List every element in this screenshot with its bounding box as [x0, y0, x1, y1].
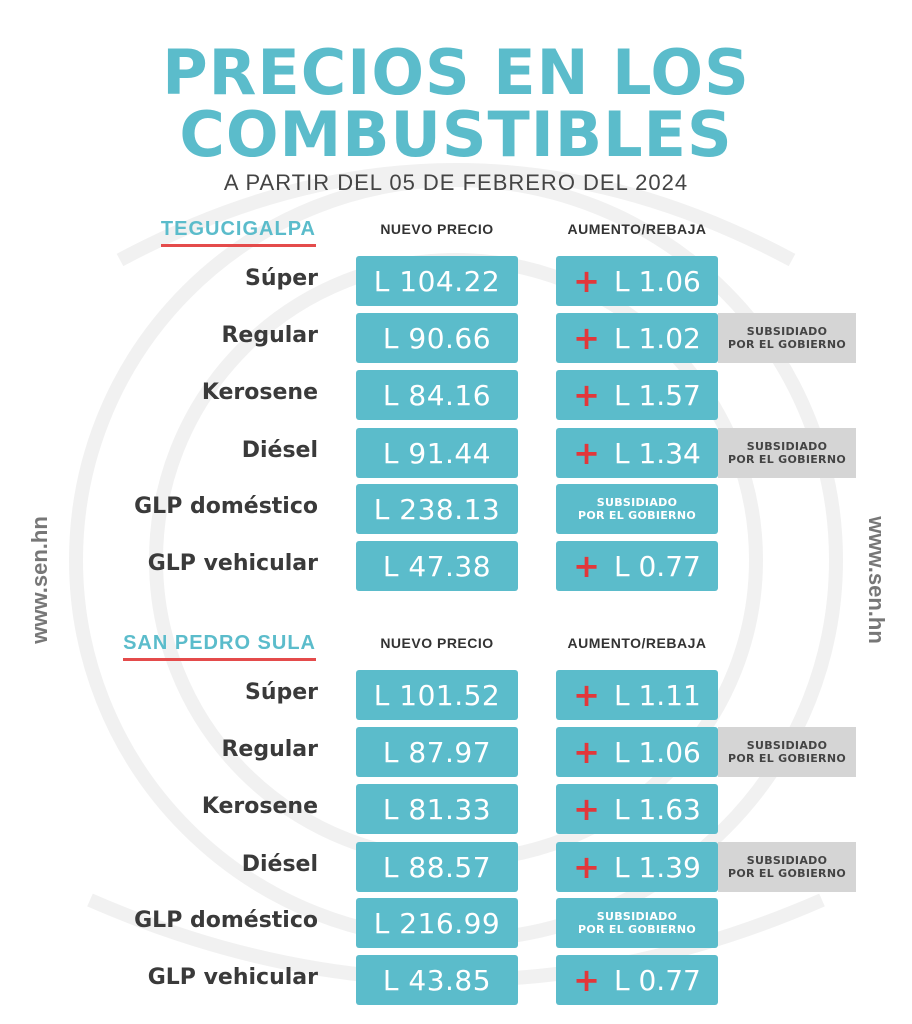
- subsidy-line2: POR EL GOBIERNO: [728, 453, 846, 466]
- fuel-label: Diésel: [241, 852, 318, 877]
- price-row: GLP vehicular L 43.85 + L 0.77: [0, 955, 912, 1005]
- plus-icon: +: [573, 434, 600, 472]
- subsidy-line1: SUBSIDIADO: [746, 854, 828, 867]
- price-change-value: + L 0.77: [556, 541, 718, 591]
- fuel-label: Regular: [221, 737, 318, 762]
- page-title-line1: PRECIOS EN LOS: [162, 36, 750, 109]
- subsidized-badge: SUBSIDIADO POR EL GOBIERNO: [556, 898, 718, 948]
- subsidy-line1: SUBSIDIADO: [746, 440, 828, 453]
- subsidy-line1: SUBSIDIADO: [746, 739, 828, 752]
- section-1: SAN PEDRO SULA NUEVO PRECIO AUMENTO/REBAJA…: [0, 632, 912, 1012]
- price-row: GLP vehicular L 47.38 + L 0.77: [0, 541, 912, 591]
- fuel-label: GLP vehicular: [147, 551, 318, 576]
- column-header-price: NUEVO PRECIO: [380, 221, 494, 237]
- subsidy-note: SUBSIDIADO POR EL GOBIERNO: [718, 313, 856, 363]
- new-price-value: L 43.85: [356, 955, 518, 1005]
- plus-icon: +: [573, 676, 600, 714]
- price-row: Súper L 104.22 + L 1.06: [0, 256, 912, 306]
- price-row: GLP doméstico L 238.13 SUBSIDIADO POR EL GO…: [0, 484, 912, 534]
- change-amount: L 0.77: [613, 549, 701, 583]
- price-row: Regular L 90.66 + L 1.02 SUBSIDIADO POR EL GO…: [0, 313, 912, 363]
- price-row: Kerosene L 81.33 + L 1.63: [0, 784, 912, 834]
- fuel-label: Kerosene: [201, 380, 318, 405]
- plus-icon: +: [573, 790, 600, 828]
- new-price-value: L 91.44: [356, 428, 518, 478]
- new-price-value: L 88.57: [356, 842, 518, 892]
- new-price-value: L 81.33: [356, 784, 518, 834]
- change-amount: L 1.02: [613, 321, 701, 355]
- fuel-label: Súper: [244, 680, 318, 705]
- column-header-price: NUEVO PRECIO: [380, 635, 494, 651]
- fuel-label: GLP doméstico: [134, 908, 318, 933]
- change-amount: L 1.57: [613, 378, 701, 412]
- price-change-value: + L 1.06: [556, 727, 718, 777]
- price-change-value: + L 1.39: [556, 842, 718, 892]
- subsidy-line2: POR EL GOBIERNO: [578, 923, 696, 936]
- fuel-label: Regular: [221, 323, 318, 348]
- change-amount: L 1.06: [613, 735, 701, 769]
- price-change-value: + L 1.34: [556, 428, 718, 478]
- plus-icon: +: [573, 376, 600, 414]
- city-heading: TEGUCIGALPA: [160, 218, 316, 247]
- change-amount: L 1.06: [613, 264, 701, 298]
- subsidy-line1: SUBSIDIADO: [596, 910, 678, 923]
- price-row: Súper L 101.52 + L 1.11: [0, 670, 912, 720]
- city-heading: SAN PEDRO SULA: [123, 632, 316, 661]
- subsidy-note: SUBSIDIADO POR EL GOBIERNO: [718, 842, 856, 892]
- change-amount: L 1.39: [613, 850, 701, 884]
- new-price-value: L 84.16: [356, 370, 518, 420]
- change-amount: L 1.34: [613, 436, 701, 470]
- new-price-value: L 87.97: [356, 727, 518, 777]
- subsidy-note: SUBSIDIADO POR EL GOBIERNO: [718, 428, 856, 478]
- fuel-label: GLP vehicular: [147, 965, 318, 990]
- page-subtitle: A PARTIR DEL 05 DE FEBRERO DEL 2024: [223, 170, 689, 195]
- new-price-value: L 101.52: [356, 670, 518, 720]
- price-row: Diésel L 88.57 + L 1.39 SUBSIDIADO POR EL GOB…: [0, 842, 912, 892]
- subsidy-line1: SUBSIDIADO: [746, 325, 828, 338]
- new-price-value: L 216.99: [356, 898, 518, 948]
- fuel-label: Súper: [244, 266, 318, 291]
- price-change-value: + L 1.06: [556, 256, 718, 306]
- price-change-value: + L 1.11: [556, 670, 718, 720]
- price-row: Kerosene L 84.16 + L 1.57: [0, 370, 912, 420]
- plus-icon: +: [573, 547, 600, 585]
- plus-icon: +: [573, 319, 600, 357]
- fuel-label: Kerosene: [201, 794, 318, 819]
- subsidized-badge: SUBSIDIADO POR EL GOBIERNO: [556, 484, 718, 534]
- plus-icon: +: [573, 733, 600, 771]
- column-header-change: AUMENTO/REBAJA: [567, 221, 707, 237]
- page-title-line2: COMBUSTIBLES: [179, 98, 733, 171]
- price-change-value: + L 0.77: [556, 955, 718, 1005]
- change-amount: L 1.63: [613, 792, 701, 826]
- new-price-value: L 238.13: [356, 484, 518, 534]
- column-header-change: AUMENTO/REBAJA: [567, 635, 707, 651]
- fuel-label: Diésel: [241, 438, 318, 463]
- subsidy-line1: SUBSIDIADO: [596, 496, 678, 509]
- fuel-label: GLP doméstico: [134, 494, 318, 519]
- price-row: Regular L 87.97 + L 1.06 SUBSIDIADO POR EL GO…: [0, 727, 912, 777]
- new-price-value: L 104.22: [356, 256, 518, 306]
- change-amount: L 0.77: [613, 963, 701, 997]
- price-row: Diésel L 91.44 + L 1.34 SUBSIDIADO POR EL GOB…: [0, 428, 912, 478]
- price-change-value: + L 1.63: [556, 784, 718, 834]
- price-change-value: + L 1.02: [556, 313, 718, 363]
- plus-icon: +: [573, 262, 600, 300]
- subsidy-line2: POR EL GOBIERNO: [728, 752, 846, 765]
- plus-icon: +: [573, 848, 600, 886]
- section-0: TEGUCIGALPA NUEVO PRECIO AUMENTO/REBAJA Súp…: [0, 218, 912, 598]
- subsidy-line2: POR EL GOBIERNO: [728, 338, 846, 351]
- plus-icon: +: [573, 961, 600, 999]
- new-price-value: L 47.38: [356, 541, 518, 591]
- new-price-value: L 90.66: [356, 313, 518, 363]
- price-row: GLP doméstico L 216.99 SUBSIDIADO POR EL GO…: [0, 898, 912, 948]
- subsidy-line2: POR EL GOBIERNO: [578, 509, 696, 522]
- price-change-value: + L 1.57: [556, 370, 718, 420]
- change-amount: L 1.11: [613, 678, 701, 712]
- subsidy-line2: POR EL GOBIERNO: [728, 867, 846, 880]
- subsidy-note: SUBSIDIADO POR EL GOBIERNO: [718, 727, 856, 777]
